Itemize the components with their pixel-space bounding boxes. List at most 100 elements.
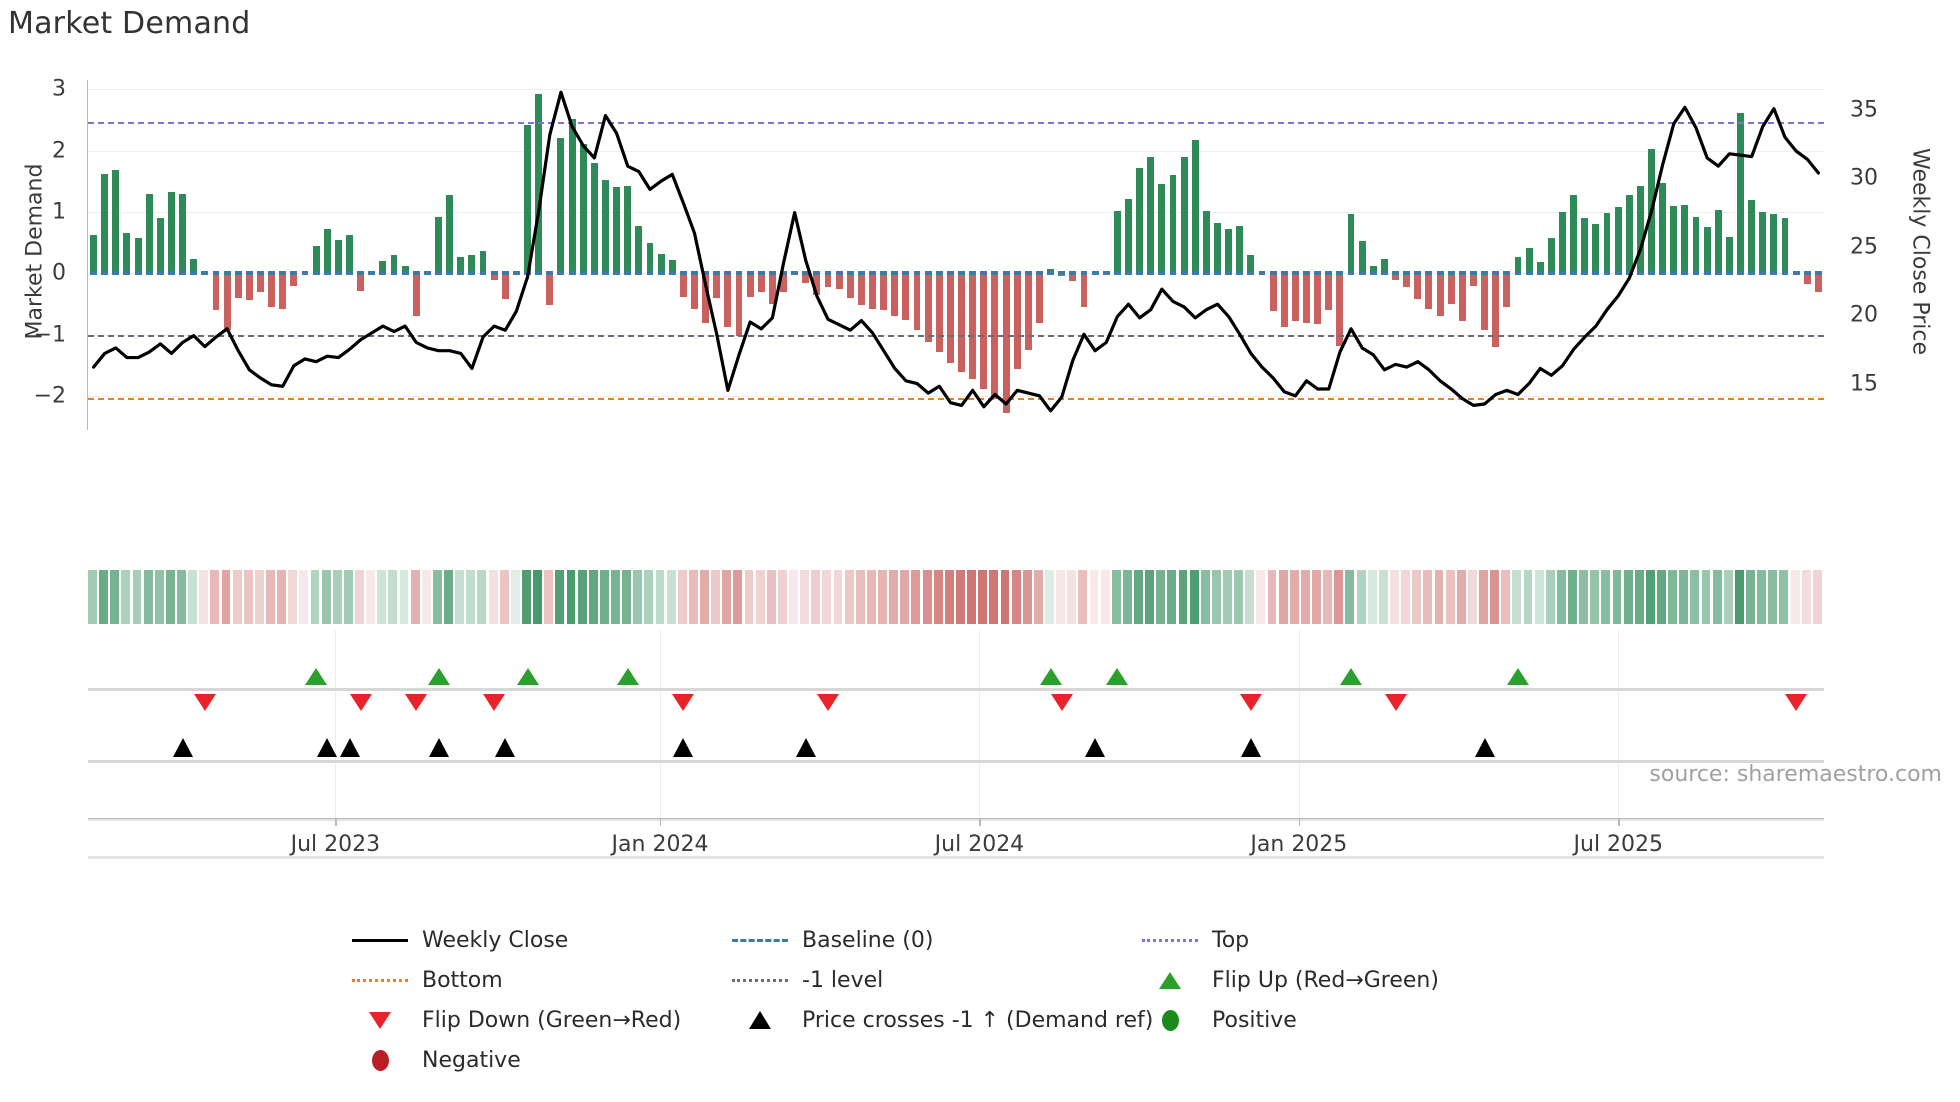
- price-cross-marker[interactable]: [1474, 738, 1495, 757]
- price-cross-marker[interactable]: [339, 738, 360, 757]
- baseline-segment: [646, 271, 654, 276]
- baseline-segment: [1036, 271, 1043, 276]
- demand-bar: [1392, 273, 1399, 280]
- legend-item-negative[interactable]: Negative: [350, 1045, 521, 1075]
- legend-label: Flip Down (Green→Red): [422, 1007, 682, 1033]
- gridline: [88, 150, 1824, 152]
- demand-bar: [1247, 255, 1255, 274]
- price-cross-marker[interactable]: [673, 738, 694, 757]
- flip-up-marker[interactable]: [1506, 668, 1529, 685]
- heat-strip-cell: [666, 570, 676, 624]
- legend-item-weekly-close[interactable]: Weekly Close: [350, 925, 568, 955]
- demand-bar: [668, 259, 676, 274]
- flip-down-marker[interactable]: [1384, 694, 1407, 711]
- gridline: [88, 212, 1824, 214]
- demand-bar: [1358, 241, 1366, 274]
- heat-strip-cell: [1679, 570, 1689, 624]
- baseline-segment: [1392, 271, 1399, 276]
- baseline-segment: [1592, 271, 1600, 276]
- price-cross-marker[interactable]: [172, 738, 193, 757]
- flip-up-marker[interactable]: [516, 668, 539, 685]
- flip-down-marker[interactable]: [1050, 694, 1073, 711]
- legend-item-bottom[interactable]: Bottom: [350, 965, 503, 995]
- flip-down-marker[interactable]: [349, 694, 372, 711]
- heat-strip-cell: [655, 570, 665, 624]
- baseline-segment: [1158, 271, 1166, 276]
- legend-item-positive[interactable]: Positive: [1140, 1005, 1297, 1035]
- price-cross-marker[interactable]: [428, 738, 449, 757]
- legend-item-baseline[interactable]: Baseline (0): [730, 925, 933, 955]
- flip-down-marker[interactable]: [405, 694, 428, 711]
- flip-up-marker[interactable]: [427, 668, 450, 685]
- baseline-segment: [791, 271, 799, 276]
- legend-item-flip-down[interactable]: Flip Down (Green→Red): [350, 1005, 681, 1035]
- heat-strip-cell: [1056, 570, 1066, 624]
- flip-down-marker[interactable]: [1785, 694, 1808, 711]
- dotted-line-icon: [1140, 925, 1200, 955]
- baseline-segment: [1002, 271, 1010, 276]
- demand-bar: [913, 273, 921, 330]
- demand-bar: [1225, 229, 1233, 274]
- flip-up-marker[interactable]: [305, 668, 328, 685]
- flip-up-marker[interactable]: [1039, 668, 1062, 685]
- flip-down-marker[interactable]: [1239, 694, 1262, 711]
- heat-strip-cell: [956, 570, 965, 624]
- right-axis-tick-label: 20: [1850, 302, 1878, 328]
- price-cross-marker[interactable]: [317, 738, 338, 757]
- x-axis-tick-mark: [1618, 818, 1620, 826]
- heat-strip-cell: [1746, 570, 1755, 624]
- legend-label: Top: [1212, 927, 1250, 953]
- demand-bar: [1125, 198, 1132, 274]
- heat-strip-cell: [99, 570, 109, 624]
- flip-down-marker[interactable]: [817, 694, 840, 711]
- left-axis-spine: [87, 80, 89, 430]
- demand-bar: [1291, 273, 1299, 322]
- weekly-close-line: [91, 90, 1821, 413]
- baseline-segment: [846, 271, 854, 276]
- baseline-segment: [535, 271, 543, 276]
- flip-up-marker[interactable]: [616, 668, 639, 685]
- legend-item-minus-one[interactable]: -1 level: [730, 965, 883, 995]
- flip-down-marker[interactable]: [193, 694, 216, 711]
- demand-bar: [1803, 273, 1811, 285]
- baseline-segment: [1414, 271, 1422, 276]
- baseline-segment: [1080, 271, 1088, 276]
- price-cross-marker[interactable]: [1240, 738, 1261, 757]
- heat-strip-cell: [633, 570, 643, 624]
- demand-bar: [1380, 258, 1388, 274]
- heat-strip-cell: [922, 570, 932, 624]
- flip-down-marker[interactable]: [483, 694, 506, 711]
- heat-strip-cell: [533, 570, 543, 624]
- demand-bar: [891, 273, 899, 317]
- demand-bar: [1525, 247, 1533, 274]
- flip-down-marker[interactable]: [672, 694, 695, 711]
- baseline-segment: [190, 271, 198, 276]
- baseline-segment: [245, 271, 253, 276]
- price-cross-marker[interactable]: [795, 738, 816, 757]
- heat-strip-cell: [900, 570, 910, 624]
- demand-bar: [1024, 273, 1032, 351]
- legend-item-price-cross[interactable]: Price crosses -1 ↑ (Demand ref): [730, 1005, 1153, 1035]
- baseline-segment: [1291, 271, 1299, 276]
- x-axis-tick-label: Jan 2024: [611, 832, 709, 857]
- demand-bar: [179, 193, 187, 274]
- heat-strip-cell: [254, 570, 264, 624]
- flip-up-marker[interactable]: [1340, 668, 1363, 685]
- right-axis-tick-label: 30: [1850, 165, 1878, 191]
- price-cross-marker[interactable]: [495, 738, 516, 757]
- x-axis-tick-mark: [335, 818, 337, 826]
- flip-up-marker[interactable]: [1106, 668, 1129, 685]
- legend-item-top[interactable]: Top: [1140, 925, 1249, 955]
- left-axis-ticks: 3 2 1 0 −1 −2: [0, 77, 78, 430]
- demand-bar: [123, 232, 131, 274]
- demand-bar: [1169, 175, 1177, 274]
- baseline-segment: [1525, 271, 1533, 276]
- baseline-segment: [1781, 271, 1789, 276]
- legend-item-flip-up[interactable]: Flip Up (Red→Green): [1140, 965, 1439, 995]
- baseline-segment: [1258, 271, 1266, 276]
- heat-strip-cell: [410, 570, 420, 624]
- baseline-segment: [1659, 271, 1667, 276]
- price-cross-marker[interactable]: [1085, 738, 1106, 757]
- baseline-segment: [312, 271, 320, 276]
